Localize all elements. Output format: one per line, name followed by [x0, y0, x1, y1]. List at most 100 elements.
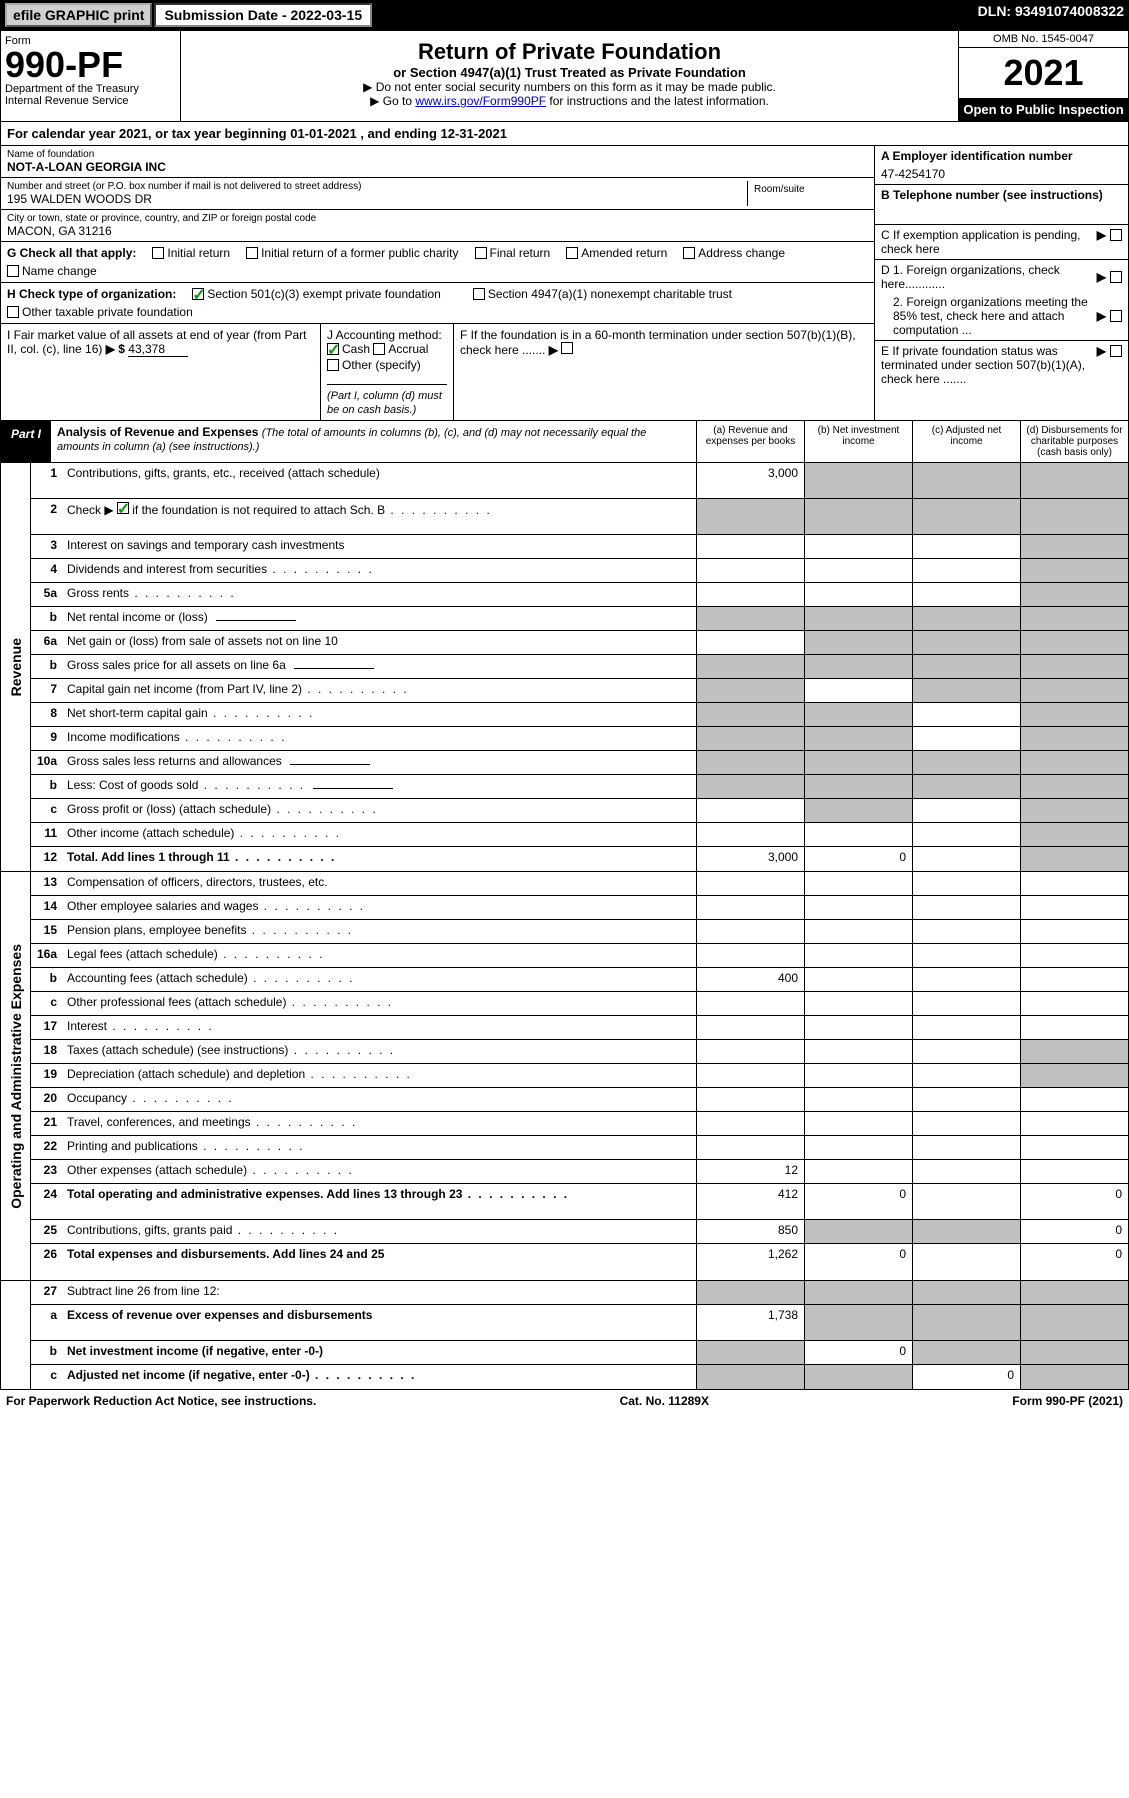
line-6b: Gross sales price for all assets on line… [63, 655, 696, 678]
form-header: Form 990-PF Department of the Treasury I… [0, 30, 1129, 122]
cb-cash[interactable]: Cash [327, 342, 370, 356]
line-9: Income modifications [63, 727, 696, 750]
col-b-header: (b) Net investment income [804, 421, 912, 462]
irs-label: Internal Revenue Service [5, 95, 176, 107]
col-a-header: (a) Revenue and expenses per books [696, 421, 804, 462]
line-24: Total operating and administrative expen… [63, 1184, 696, 1219]
dept-label: Department of the Treasury [5, 83, 176, 95]
h-label: H Check type of organization: [7, 287, 176, 301]
form-subtitle: or Section 4947(a)(1) Trust Treated as P… [189, 65, 950, 80]
city-state-zip: MACON, GA 31216 [7, 224, 868, 238]
line-10b: Less: Cost of goods sold [63, 775, 696, 798]
line-27a: Excess of revenue over expenses and disb… [63, 1305, 696, 1340]
line-10a: Gross sales less returns and allowances [63, 751, 696, 774]
line-2: Check ▶ if the foundation is not require… [63, 499, 696, 534]
cb-schb[interactable] [117, 502, 129, 514]
b-label: B Telephone number (see instructions) [881, 188, 1103, 202]
line-16a: Legal fees (attach schedule) [63, 944, 696, 967]
cb-501c3[interactable]: Section 501(c)(3) exempt private foundat… [192, 287, 440, 301]
cb-amended[interactable]: Amended return [566, 246, 667, 260]
tax-year: 2021 [959, 48, 1128, 98]
col-d-header: (d) Disbursements for charitable purpose… [1020, 421, 1128, 462]
city-label: City or town, state or province, country… [7, 213, 868, 224]
revenue-section-label: Revenue [1, 463, 31, 871]
inspection-label: Open to Public Inspection [959, 98, 1128, 121]
form-number: 990-PF [5, 47, 176, 83]
line-12: Total. Add lines 1 through 11 [63, 847, 696, 871]
line-1: Contributions, gifts, grants, etc., rece… [63, 463, 696, 498]
top-bar: efile GRAPHIC print Submission Date - 20… [0, 0, 1129, 30]
omb-number: OMB No. 1545-0047 [959, 31, 1128, 48]
line-23: Other expenses (attach schedule) [63, 1160, 696, 1183]
line-5b: Net rental income or (loss) [63, 607, 696, 630]
line-25: Contributions, gifts, grants paid [63, 1220, 696, 1243]
j-note: (Part I, column (d) must be on cash basi… [327, 390, 442, 416]
cb-d1[interactable] [1110, 271, 1122, 283]
expenses-section-label: Operating and Administrative Expenses [1, 872, 31, 1280]
d2-label: 2. Foreign organizations meeting the 85%… [893, 295, 1097, 337]
line-16b: Accounting fees (attach schedule) [63, 968, 696, 991]
line-11: Other income (attach schedule) [63, 823, 696, 846]
cb-4947[interactable]: Section 4947(a)(1) nonexempt charitable … [473, 287, 732, 301]
submission-date: Submission Date - 2022-03-15 [154, 3, 372, 27]
line-27c: Adjusted net income (if negative, enter … [63, 1365, 696, 1389]
cb-d2[interactable] [1110, 310, 1122, 322]
cb-f[interactable] [561, 342, 573, 354]
cb-other-method[interactable]: Other (specify) [327, 358, 421, 372]
cb-final-return[interactable]: Final return [475, 246, 551, 260]
irs-link[interactable]: www.irs.gov/Form990PF [415, 94, 546, 108]
cb-c[interactable] [1110, 229, 1122, 241]
fmv-value: 43,378 [128, 342, 188, 357]
line-21: Travel, conferences, and meetings [63, 1112, 696, 1135]
form-footer: Form 990-PF (2021) [1012, 1394, 1123, 1408]
cb-accrual[interactable]: Accrual [373, 342, 428, 356]
cb-name-change[interactable]: Name change [7, 264, 97, 278]
line-27b: Net investment income (if negative, ente… [63, 1341, 696, 1364]
line-7: Capital gain net income (from Part IV, l… [63, 679, 696, 702]
line-14: Other employee salaries and wages [63, 896, 696, 919]
instruction-2: ▶ Go to www.irs.gov/Form990PF for instru… [189, 94, 950, 108]
part1-label: Part I [1, 421, 51, 462]
cb-initial-return[interactable]: Initial return [152, 246, 230, 260]
g-label: G Check all that apply: [7, 246, 136, 260]
line-27: Subtract line 26 from line 12: [63, 1281, 696, 1304]
line-17: Interest [63, 1016, 696, 1039]
line-15: Pension plans, employee benefits [63, 920, 696, 943]
room-label: Room/suite [748, 181, 868, 206]
line-13: Compensation of officers, directors, tru… [63, 872, 696, 895]
f-label: F If the foundation is in a 60-month ter… [460, 328, 856, 357]
line-19: Depreciation (attach schedule) and deple… [63, 1064, 696, 1087]
e-label: E If private foundation status was termi… [881, 344, 1093, 386]
part1-title: Analysis of Revenue and Expenses [57, 425, 258, 439]
calendar-year-line: For calendar year 2021, or tax year begi… [0, 122, 1129, 146]
cb-e[interactable] [1110, 345, 1122, 357]
cat-number: Cat. No. 11289X [620, 1394, 709, 1408]
line-10c: Gross profit or (loss) (attach schedule) [63, 799, 696, 822]
instruction-1: ▶ Do not enter social security numbers o… [189, 80, 950, 94]
dln-label: DLN: 93491074008322 [978, 3, 1124, 27]
form-title: Return of Private Foundation [189, 39, 950, 65]
line-20: Occupancy [63, 1088, 696, 1111]
col-c-header: (c) Adjusted net income [912, 421, 1020, 462]
line-26: Total expenses and disbursements. Add li… [63, 1244, 696, 1280]
line-22: Printing and publications [63, 1136, 696, 1159]
name-label: Name of foundation [7, 149, 868, 160]
cb-address-change[interactable]: Address change [683, 246, 785, 260]
paperwork-notice: For Paperwork Reduction Act Notice, see … [6, 1394, 316, 1408]
line-18: Taxes (attach schedule) (see instruction… [63, 1040, 696, 1063]
line-3: Interest on savings and temporary cash i… [63, 535, 696, 558]
j-label: J Accounting method: [327, 328, 442, 342]
cb-other-taxable[interactable]: Other taxable private foundation [7, 305, 193, 319]
efile-button[interactable]: efile GRAPHIC print [5, 3, 152, 27]
a-label: A Employer identification number [881, 149, 1073, 163]
ein-value: 47-4254170 [881, 167, 945, 181]
line-5a: Gross rents [63, 583, 696, 606]
line-4: Dividends and interest from securities [63, 559, 696, 582]
d1-label: D 1. Foreign organizations, check here..… [881, 263, 1097, 291]
street-address: 195 WALDEN WOODS DR [7, 192, 747, 206]
foundation-name: NOT-A-LOAN GEORGIA INC [7, 160, 868, 174]
line-16c: Other professional fees (attach schedule… [63, 992, 696, 1015]
c-label: C If exemption application is pending, c… [881, 228, 1093, 256]
line-8: Net short-term capital gain [63, 703, 696, 726]
cb-initial-former[interactable]: Initial return of a former public charit… [246, 246, 458, 260]
